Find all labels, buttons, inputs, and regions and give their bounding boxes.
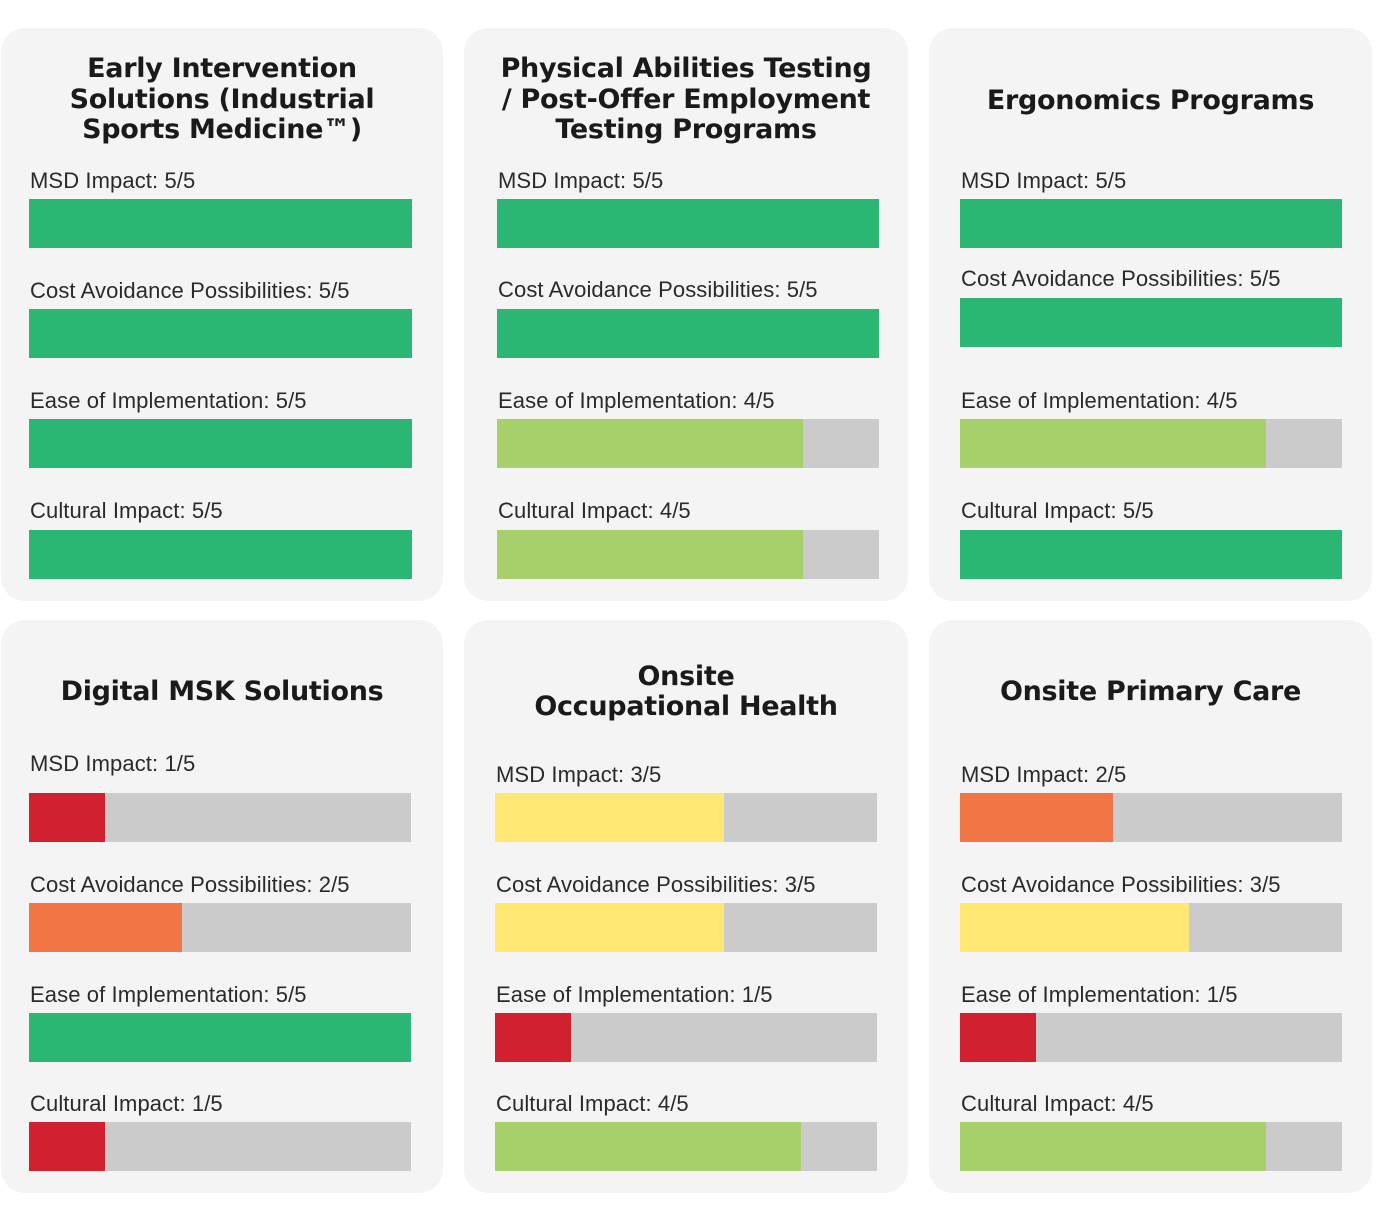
cultural-impact-bar-track bbox=[29, 530, 412, 579]
cost-avoidance-bar-fill bbox=[29, 903, 182, 952]
msd-impact-bar-fill bbox=[29, 199, 412, 248]
cost-avoidance-bar-fill bbox=[497, 309, 879, 358]
cultural-impact-bar-track bbox=[960, 530, 1342, 579]
msd-impact-bar-fill bbox=[960, 199, 1342, 248]
msd-impact-bar-track bbox=[29, 199, 412, 248]
program-card: Ergonomics Programs MSD Impact: 5/5 Cost A… bbox=[929, 28, 1372, 601]
program-card: Digital MSK Solutions MSD Impact: 1/5 Cost… bbox=[1, 620, 443, 1193]
msd-impact-label: MSD Impact: 3/5 bbox=[496, 762, 662, 787]
msd-impact-bar-track bbox=[497, 199, 879, 248]
msd-impact-bar-track bbox=[495, 793, 877, 842]
cultural-impact-bar-fill bbox=[29, 1122, 106, 1171]
cultural-impact-label: Cultural Impact: 4/5 bbox=[496, 1091, 689, 1116]
cost-avoidance-bar-track bbox=[29, 309, 412, 358]
msd-impact-label: MSD Impact: 2/5 bbox=[961, 762, 1127, 787]
ease-of-implementation-label: Ease of Implementation: 1/5 bbox=[961, 982, 1238, 1007]
msd-impact-bar-track bbox=[960, 199, 1342, 248]
cost-avoidance-bar-track bbox=[29, 903, 411, 952]
cultural-impact-label: Cultural Impact: 5/5 bbox=[30, 498, 223, 523]
cost-avoidance-label: Cost Avoidance Possibilities: 5/5 bbox=[961, 266, 1281, 291]
msd-impact-bar-track bbox=[29, 793, 411, 842]
cost-avoidance-label: Cost Avoidance Possibilities: 2/5 bbox=[30, 872, 350, 897]
msd-impact-bar-fill bbox=[495, 793, 725, 842]
ease-of-implementation-bar-track bbox=[495, 1013, 877, 1062]
cultural-impact-label: Cultural Impact: 4/5 bbox=[498, 498, 691, 523]
cultural-impact-bar-fill bbox=[960, 1122, 1266, 1171]
msd-impact-label: MSD Impact: 5/5 bbox=[30, 168, 196, 193]
ease-of-implementation-bar-track bbox=[29, 419, 412, 468]
cost-avoidance-bar-fill bbox=[960, 298, 1342, 347]
ease-of-implementation-bar-fill bbox=[497, 419, 803, 468]
cost-avoidance-bar-track bbox=[495, 903, 877, 952]
card-title: Onsite Primary Care bbox=[999, 675, 1302, 707]
card-title: Early Intervention Solutions (Industrial… bbox=[69, 53, 375, 146]
card-title: Digital MSK Solutions bbox=[60, 675, 384, 707]
cultural-impact-bar-fill bbox=[495, 1122, 801, 1171]
msd-impact-bar-track bbox=[960, 793, 1342, 842]
cultural-impact-bar-fill bbox=[497, 530, 803, 579]
ease-of-implementation-bar-fill bbox=[29, 419, 412, 468]
cost-avoidance-label: Cost Avoidance Possibilities: 3/5 bbox=[961, 872, 1281, 897]
msd-impact-label: MSD Impact: 5/5 bbox=[961, 168, 1127, 193]
cost-avoidance-bar-fill bbox=[495, 903, 725, 952]
cultural-impact-label: Cultural Impact: 4/5 bbox=[961, 1091, 1154, 1116]
ease-of-implementation-bar-track bbox=[29, 1013, 411, 1062]
ease-of-implementation-label: Ease of Implementation: 4/5 bbox=[498, 388, 775, 413]
cost-avoidance-bar-track bbox=[960, 298, 1342, 347]
ease-of-implementation-bar-track bbox=[497, 419, 879, 468]
ease-of-implementation-bar-fill bbox=[29, 1013, 411, 1062]
ease-of-implementation-label: Ease of Implementation: 5/5 bbox=[30, 388, 307, 413]
cost-avoidance-bar-track bbox=[960, 903, 1342, 952]
cost-avoidance-bar-track bbox=[497, 309, 879, 358]
program-card: Physical Abilities Testing / Post-Offer … bbox=[464, 28, 908, 601]
cultural-impact-bar-track bbox=[495, 1122, 877, 1171]
cultural-impact-bar-track bbox=[497, 530, 879, 579]
msd-impact-label: MSD Impact: 1/5 bbox=[30, 751, 196, 776]
cultural-impact-label: Cultural Impact: 5/5 bbox=[961, 498, 1154, 523]
cultural-impact-bar-fill bbox=[29, 530, 412, 579]
ease-of-implementation-label: Ease of Implementation: 5/5 bbox=[30, 982, 307, 1007]
cost-avoidance-label: Cost Avoidance Possibilities: 5/5 bbox=[498, 277, 818, 302]
ease-of-implementation-bar-track bbox=[960, 419, 1342, 468]
ease-of-implementation-bar-track bbox=[960, 1013, 1342, 1062]
cost-avoidance-label: Cost Avoidance Possibilities: 5/5 bbox=[30, 278, 350, 303]
msd-impact-bar-fill bbox=[960, 793, 1113, 842]
cost-avoidance-bar-fill bbox=[29, 309, 412, 358]
cultural-impact-bar-fill bbox=[960, 530, 1342, 579]
program-card: Onsite Occupational Health MSD Impact: 3/… bbox=[464, 620, 908, 1193]
ease-of-implementation-label: Ease of Implementation: 1/5 bbox=[496, 982, 773, 1007]
ease-of-implementation-label: Ease of Implementation: 4/5 bbox=[961, 388, 1238, 413]
msd-impact-bar-fill bbox=[29, 793, 106, 842]
program-card: Onsite Primary Care MSD Impact: 2/5 Cost A… bbox=[929, 620, 1372, 1193]
card-title: Physical Abilities Testing / Post-Offer … bbox=[500, 53, 872, 146]
ease-of-implementation-bar-fill bbox=[960, 419, 1266, 468]
ease-of-implementation-bar-fill bbox=[495, 1013, 572, 1062]
cultural-impact-bar-track bbox=[960, 1122, 1342, 1171]
msd-impact-bar-fill bbox=[497, 199, 879, 248]
cultural-impact-bar-track bbox=[29, 1122, 411, 1171]
cultural-impact-label: Cultural Impact: 1/5 bbox=[30, 1091, 223, 1116]
program-card: Early Intervention Solutions (Industrial… bbox=[1, 28, 443, 601]
card-title: Ergonomics Programs bbox=[986, 84, 1315, 116]
card-title: Onsite Occupational Health bbox=[534, 660, 838, 722]
ease-of-implementation-bar-fill bbox=[960, 1013, 1037, 1062]
msd-impact-label: MSD Impact: 5/5 bbox=[498, 168, 664, 193]
cost-avoidance-bar-fill bbox=[960, 903, 1190, 952]
cost-avoidance-label: Cost Avoidance Possibilities: 3/5 bbox=[496, 872, 816, 897]
